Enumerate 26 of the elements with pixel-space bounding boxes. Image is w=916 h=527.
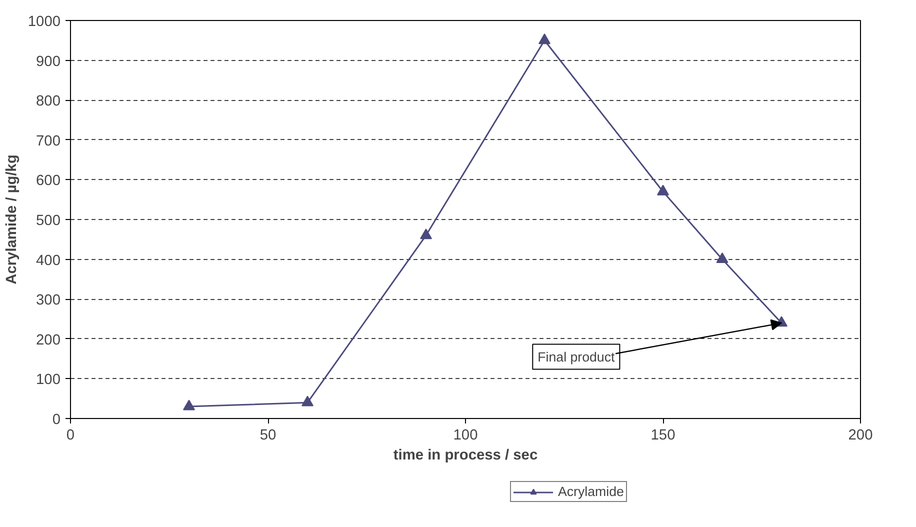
y-tick-label: 900 — [36, 54, 61, 70]
point — [538, 34, 550, 44]
point — [302, 396, 314, 406]
y-tick-label: 600 — [36, 173, 61, 190]
y-tick-label: 0 — [52, 412, 61, 428]
annotation: Final product — [538, 349, 615, 364]
y-tick-label: 800 — [36, 94, 61, 110]
y-tick-label: 1000 — [28, 14, 61, 30]
y-axis-title: Acrylamide / µg/kg — [4, 154, 20, 284]
y-tick-label: 200 — [36, 332, 61, 348]
point — [716, 252, 728, 263]
y-tick-label: 500 — [36, 213, 61, 229]
x-tick-label: 0 — [66, 428, 75, 444]
y-tick-label: 100 — [36, 372, 61, 388]
y-tick-label: 300 — [36, 292, 61, 309]
x-tick-label: 150 — [650, 428, 676, 444]
y-tick-label: 700 — [36, 133, 61, 150]
point — [657, 184, 669, 196]
point — [183, 400, 195, 410]
legend-label: Acrylamide — [558, 484, 624, 499]
x-axis-title: time in process / sec — [393, 448, 538, 464]
x-tick-label: 200 — [848, 428, 873, 444]
point — [420, 228, 432, 240]
x-tick-label: 50 — [260, 428, 276, 444]
y-tick-label: 400 — [36, 252, 61, 269]
x-tick-label: 100 — [453, 428, 478, 444]
